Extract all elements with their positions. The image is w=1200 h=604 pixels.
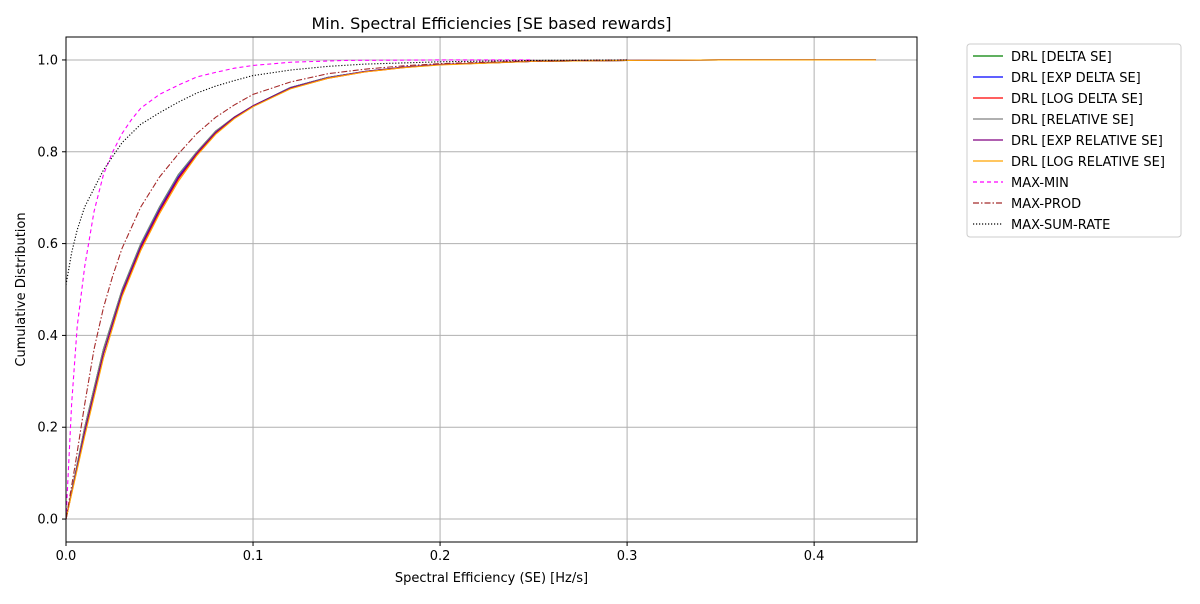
x-tick-label: 0.0 [56, 549, 77, 564]
series-line-7 [65, 59, 628, 520]
series-line-6 [65, 59, 534, 520]
y-tick-label: 0.8 [37, 145, 58, 160]
x-tick-label: 0.1 [243, 549, 264, 564]
legend-label: MAX-SUM-RATE [1011, 218, 1110, 233]
grid-lines [65, 37, 917, 542]
x-axis-label: Spectral Efficiency (SE) [Hz/s] [395, 571, 588, 586]
series-line-5 [65, 59, 876, 520]
x-tick-label: 0.2 [430, 549, 451, 564]
legend-label: DRL [LOG DELTA SE] [1011, 92, 1143, 107]
series-line-3 [65, 59, 876, 520]
chart-title: Min. Spectral Efficiencies [SE based rew… [312, 14, 672, 33]
y-tick-label: 0.4 [37, 329, 58, 344]
legend-label: DRL [RELATIVE SE] [1011, 113, 1134, 128]
y-tick-label: 0.6 [37, 237, 58, 252]
series-line-4 [65, 59, 876, 520]
x-axis-ticks: 0.0 0.1 0.2 0.3 0.4 [56, 542, 825, 564]
series-line-1 [65, 59, 876, 520]
legend-box [966, 43, 1182, 238]
y-tick-label: 0.2 [37, 421, 58, 436]
plot-frame [65, 36, 918, 543]
x-tick-label: 0.4 [804, 549, 825, 564]
series-line-8 [65, 59, 628, 286]
legend-label: DRL [EXP RELATIVE SE] [1011, 134, 1163, 149]
y-tick-label: 1.0 [37, 53, 58, 68]
legend-label: DRL [DELTA SE] [1011, 50, 1112, 65]
y-axis-ticks: 0.0 0.2 0.4 0.6 0.8 1.0 [37, 53, 66, 528]
legend-label: DRL [LOG RELATIVE SE] [1011, 155, 1165, 170]
series-line-0 [65, 59, 876, 520]
series-lines [65, 59, 876, 520]
x-tick-label: 0.3 [617, 549, 638, 564]
legend-label: DRL [EXP DELTA SE] [1011, 71, 1141, 86]
y-tick-label: 0.0 [37, 513, 58, 528]
legend-label: MAX-PROD [1011, 197, 1081, 212]
series-line-2 [65, 59, 876, 520]
legend-label: MAX-MIN [1011, 176, 1069, 191]
y-axis-label: Cumulative Distribution [14, 212, 29, 366]
legend: DRL [DELTA SE] DRL [EXP DELTA SE] DRL [LOG… [966, 43, 1182, 238]
